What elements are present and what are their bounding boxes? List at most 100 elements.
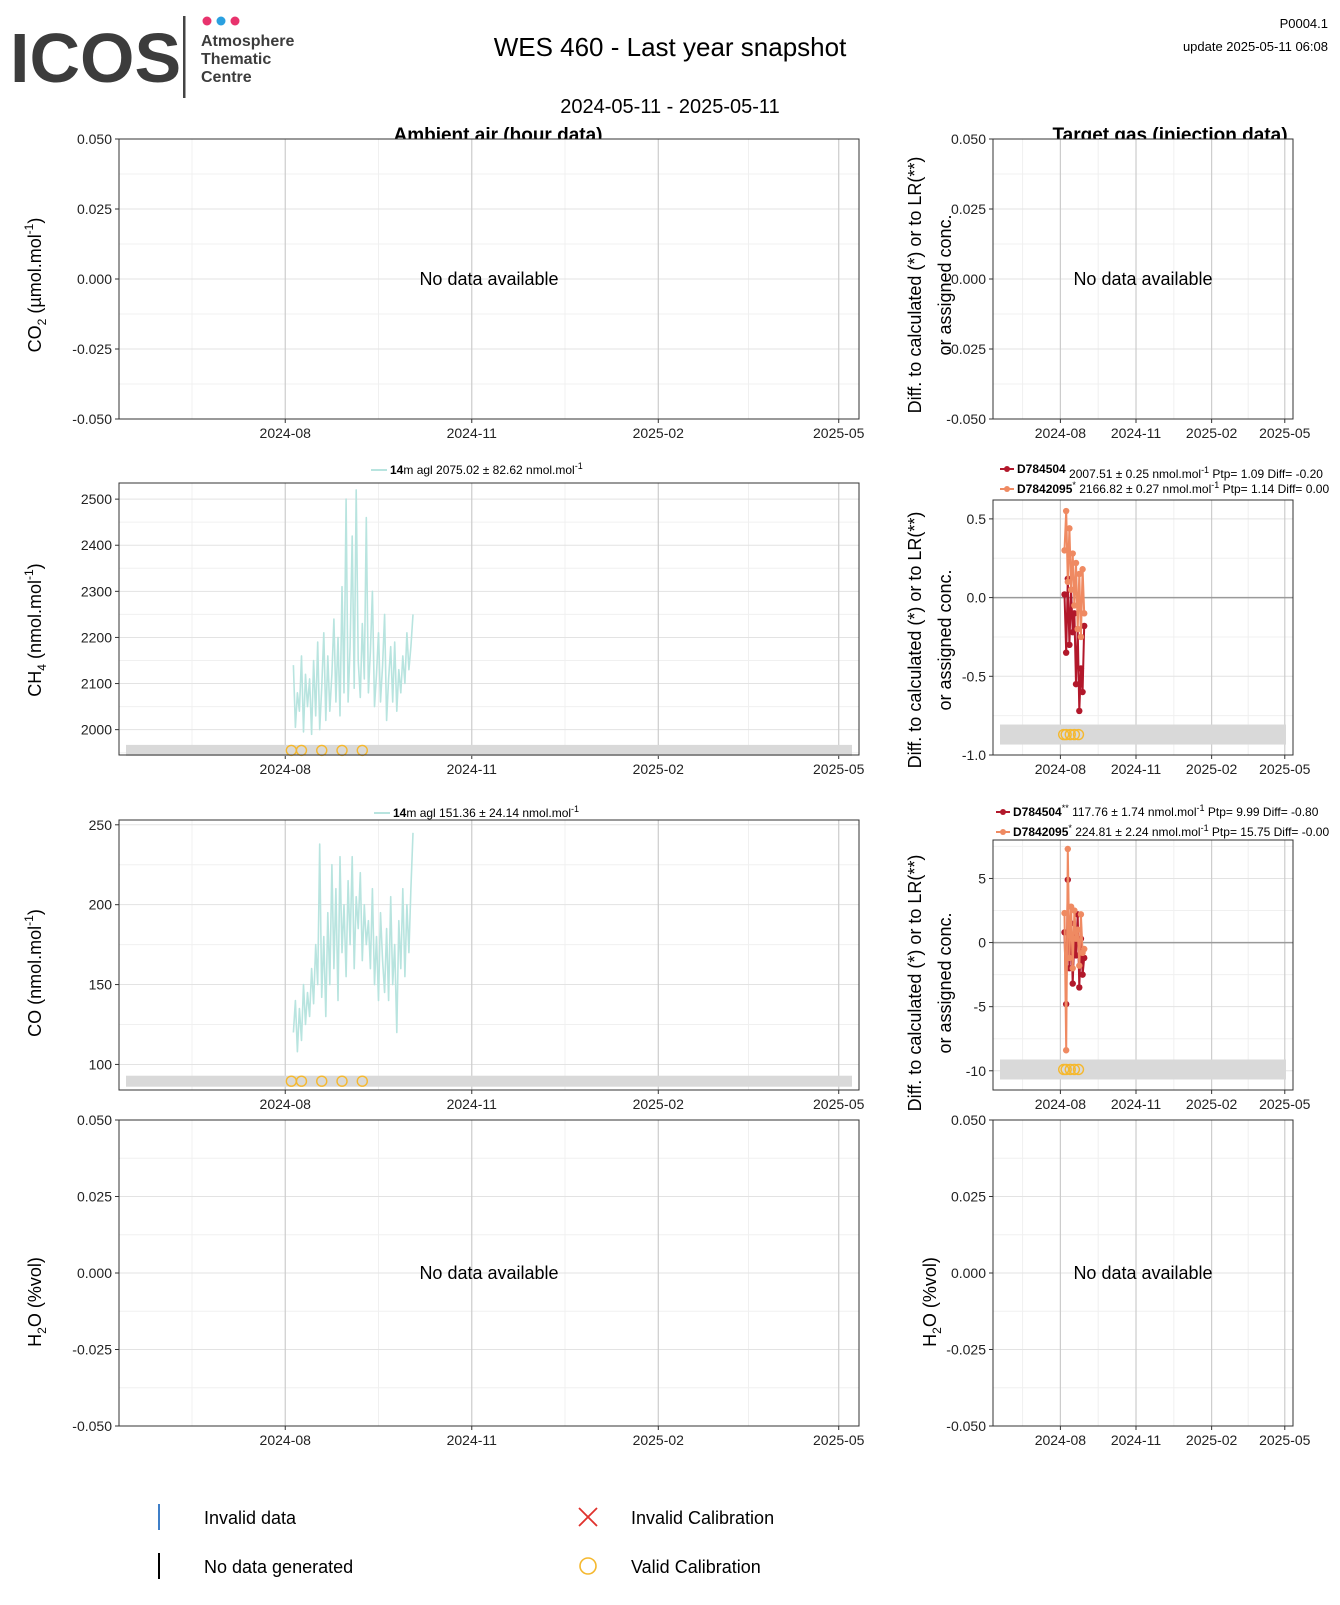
x-tick-label: 2024-11 [447, 761, 498, 777]
y-tick-label: -0.050 [72, 411, 112, 427]
plot-frame [992, 1119, 1294, 1427]
h2o-target-y-label: H2O (%vol) [920, 1257, 944, 1347]
y-tick-label: 0.000 [951, 1265, 986, 1281]
co-target-legend-2-text: D7842095* 224.81 ± 2.24 nmol.mol-1 Ptp= … [1013, 823, 1329, 839]
valid-calibration-marker [1068, 728, 1081, 741]
no-data-label: No data available [1073, 269, 1212, 289]
valid-calibration-marker [1060, 728, 1072, 741]
valid-calibration-marker [1060, 1063, 1072, 1076]
data-point [1076, 984, 1083, 991]
data-point [1081, 945, 1088, 953]
no-data-label: No data available [1073, 1263, 1212, 1283]
data-point [1062, 507, 1070, 515]
x-tick-label: 2025-02 [633, 761, 685, 777]
data-point [1072, 680, 1080, 688]
data-point [1061, 909, 1068, 917]
co-diff-label-line2: or assigned conc. [935, 912, 955, 1053]
invalid-data-label: Invalid data [204, 1508, 297, 1528]
x-tick-label: 2025-05 [813, 425, 865, 441]
data-point [1062, 649, 1070, 656]
data-point [1077, 633, 1085, 641]
calibration-band [1000, 724, 1286, 745]
plot-background [119, 483, 859, 755]
valid-calibration-label: Valid Calibration [631, 1557, 761, 1577]
co2-ambient-panel: 0.050 0.025 0.000 -0.025 -0.050 2024-08 2024-1… [72, 131, 864, 441]
h2o-ambient-panel: 0.050 0.025 0.000 -0.025 -0.050 2024-08 2024-1… [72, 1112, 864, 1448]
data-point [1079, 971, 1086, 978]
y-tick-label: 2000 [81, 722, 112, 738]
data-point [1069, 965, 1076, 972]
y-tick-label: 2400 [81, 537, 112, 553]
plot-frame [992, 138, 1294, 420]
y-tick-label: -1.0 [962, 747, 986, 763]
valid-calibration-marker [295, 1075, 308, 1087]
valid-calibration-marker [336, 1075, 348, 1087]
y-tick-label: 0.000 [77, 1265, 112, 1281]
y-tick-label: 250 [89, 817, 113, 833]
x-tick-label: 2025-05 [813, 1432, 865, 1448]
data-point [1072, 935, 1080, 942]
update-timestamp: update 2025-05-11 06:08 [1183, 39, 1328, 54]
product-code: P0004.1 [1280, 16, 1328, 31]
data-point [1079, 688, 1086, 696]
ch4-target-panel: 0.5 0.0 -0.5 -1.0 2024-08 2024-11 2025-02 2025-… [962, 499, 1311, 777]
calibration-band [1000, 1059, 1286, 1080]
data-point [1069, 550, 1076, 557]
data-point [1069, 629, 1076, 636]
valid-calibration-marker [1072, 1063, 1085, 1076]
ch4-ambient-legend: 14m agl 2075.02 ± 82.62 nmol.mol-1 [371, 461, 583, 477]
co2-y-label: CO2 (µmol.mol-1) [22, 218, 49, 353]
y-tick-label: 0.000 [951, 271, 986, 287]
data-point [1081, 610, 1088, 617]
y-tick-label: 0.025 [77, 201, 112, 217]
series-line-14m-agl [292, 832, 414, 1053]
y-tick-label: 0.0 [967, 590, 987, 606]
data-point [1076, 962, 1083, 969]
data-point [1062, 1047, 1070, 1054]
co2-diff-label-line1: Diff. to calculated (*) or to LR(**) [905, 157, 925, 414]
ch4-target-legend-2-marker [1004, 486, 1010, 492]
y-tick-label: -0.050 [72, 1418, 112, 1434]
org-line-3: Centre [201, 69, 252, 86]
x-tick-label: 2024-08 [1035, 761, 1087, 777]
x-tick-label: 2025-05 [813, 1096, 865, 1112]
data-point [1067, 586, 1075, 593]
x-tick-label: 2024-08 [260, 1096, 312, 1112]
logo-dot-icon [202, 16, 212, 26]
y-tick-label: 0.050 [77, 1112, 112, 1128]
x-tick-label: 2024-08 [1035, 425, 1087, 441]
icos-logo: ICOS Atmosphere Thematic Centre [10, 16, 294, 98]
x-tick-label: 2024-11 [447, 425, 498, 441]
data-point [1069, 980, 1076, 987]
x-tick-label: 2024-11 [1111, 1432, 1162, 1448]
y-tick-label: -10 [966, 1063, 986, 1079]
y-tick-label: -0.025 [946, 1342, 986, 1358]
data-point [1079, 566, 1086, 573]
y-tick-label: 200 [89, 897, 113, 913]
x-tick-label: 2025-02 [633, 1096, 685, 1112]
no-data-label: No data available [419, 269, 558, 289]
ch4-y-label: CH4 (nmol.mol-1) [22, 563, 49, 696]
y-tick-label: 100 [89, 1056, 113, 1072]
x-tick-label: 2025-02 [1186, 1096, 1238, 1112]
calibration-band [126, 744, 852, 756]
x-tick-label: 2024-11 [1111, 425, 1162, 441]
x-tick-label: 2025-05 [1259, 761, 1311, 777]
data-point [1072, 952, 1080, 959]
plot-frame [118, 482, 860, 756]
x-tick-label: 2024-11 [447, 1432, 498, 1448]
ch4-ambient-panel: 2500 2400 2300 2200 2100 2000 2024-08 2024-11 20… [81, 482, 865, 777]
plot-frame [118, 1119, 860, 1427]
y-tick-label: 2200 [81, 629, 112, 645]
y-tick-label: -0.5 [962, 668, 986, 684]
calibration-band [126, 1075, 852, 1087]
x-tick-label: 2025-05 [813, 761, 865, 777]
y-tick-label: 150 [89, 977, 113, 993]
valid-calibration-icon [579, 1557, 597, 1575]
logo-dot-icon [216, 16, 226, 26]
ch4-target-legend-1: D784504 2007.51 ± 0.25 nmol.mol-1 Ptp= 1… [1000, 462, 1323, 481]
plot-frame [118, 138, 860, 420]
data-point [1071, 610, 1078, 617]
y-tick-label: -0.025 [72, 1342, 112, 1358]
